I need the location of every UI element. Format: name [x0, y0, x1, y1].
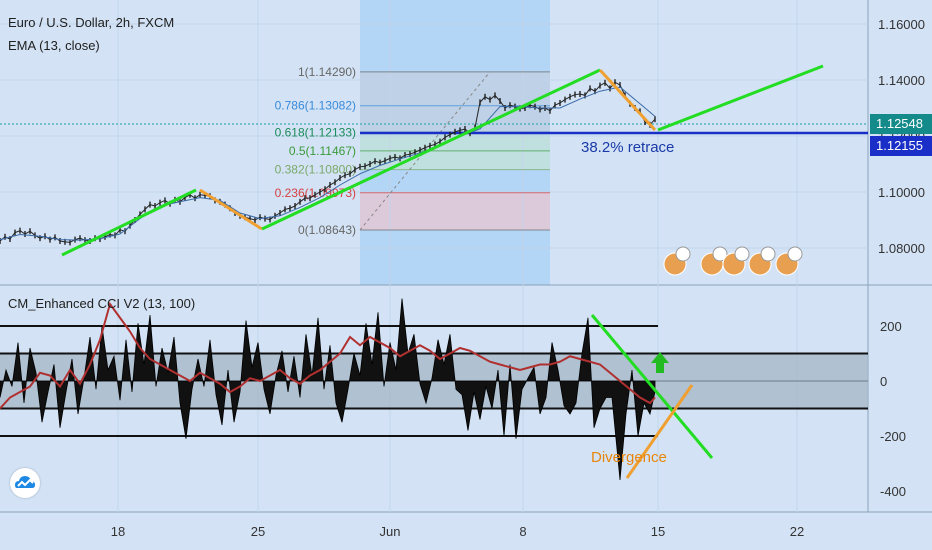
event-count-icon	[734, 246, 750, 262]
cci-indicator-label[interactable]: CM_Enhanced CCI V2 (13, 100)	[8, 296, 196, 311]
support-price-label: 1.12155	[870, 136, 932, 156]
x-tick-label: 22	[790, 524, 804, 539]
x-tick-label: 18	[111, 524, 125, 539]
uptrend-line-2	[261, 68, 601, 231]
ema-line	[0, 86, 656, 241]
fib-zone-top	[360, 71, 550, 133]
cci-pane	[0, 298, 868, 481]
cci-y-tick-label: -400	[880, 484, 906, 499]
cloud-icon	[15, 476, 35, 488]
fib-level-label: 0.786(1.13082)	[275, 99, 356, 113]
y-tick-label: 1.08000	[878, 241, 925, 256]
price-pane: 1(1.14290) 0.786(1.13082) 0.618(1.12133) 0.…	[0, 64, 868, 276]
y-tick-label: 1.10000	[878, 185, 925, 200]
event-count-icon	[712, 246, 728, 262]
y-tick-label: 1.16000	[878, 17, 925, 32]
event-count-icon	[675, 246, 691, 262]
downtrend-line-2	[598, 68, 657, 132]
chart-title: Euro / U.S. Dollar, 2h, FXCM	[8, 15, 175, 30]
event-count-icon	[760, 246, 776, 262]
fib-level-label: 0.5(1.11467)	[289, 144, 356, 158]
cci-signal-line	[0, 301, 656, 410]
ema-indicator-label[interactable]: EMA (13, close)	[8, 38, 100, 53]
up-arrow-icon	[651, 352, 669, 373]
fib-level-label: 1(1.14290)	[298, 65, 356, 79]
downtrend-line-1	[199, 188, 263, 231]
fib-level-label: 0.618(1.12133)	[275, 125, 356, 139]
cci-downtrend-line	[590, 314, 714, 459]
cci-y-tick-label: 0	[880, 374, 887, 389]
event-count-icon	[787, 246, 803, 262]
current-price-label: 1.12548	[870, 114, 932, 134]
x-tick-label: 25	[251, 524, 265, 539]
retrace-annotation: 38.2% retrace	[581, 139, 675, 156]
cci-y-tick-label: 200	[880, 319, 902, 334]
x-tick-label: Jun	[380, 524, 401, 539]
y-tick-label: 1.14000	[878, 73, 925, 88]
fib-level-label: 0(1.08643)	[298, 223, 356, 237]
tradingview-logo[interactable]	[10, 468, 40, 498]
x-tick-label: 15	[651, 524, 665, 539]
fib-zone-bottom	[360, 192, 550, 230]
fib-level-label: 0.382(1.10800)	[275, 163, 356, 177]
x-tick-label: 8	[519, 524, 526, 539]
divergence-annotation: Divergence	[591, 449, 667, 466]
uptrend-line-1	[61, 188, 197, 257]
cci-divergence-line	[625, 384, 694, 479]
cci-y-tick-label: -200	[880, 429, 906, 444]
cci-area	[0, 298, 656, 481]
uptrend-line-projection	[657, 64, 824, 132]
